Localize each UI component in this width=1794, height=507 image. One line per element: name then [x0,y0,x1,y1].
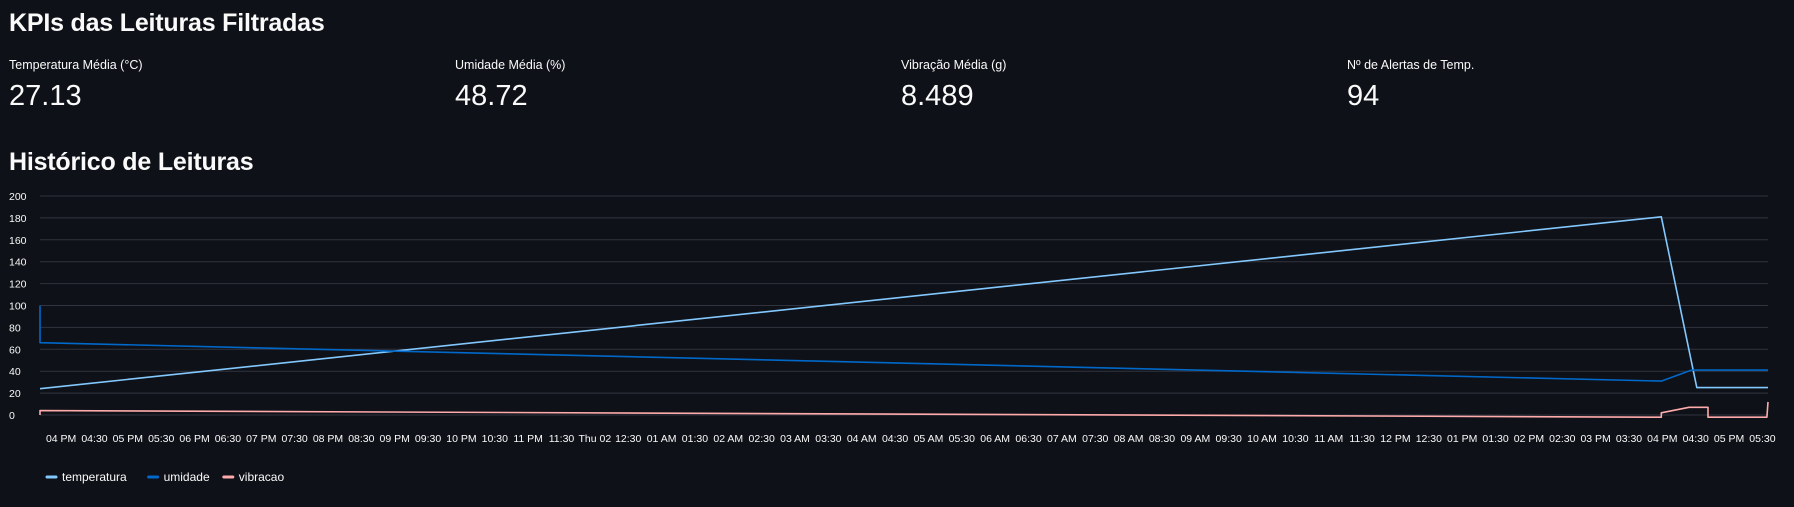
metric-label: Temperatura Média (°C) [9,58,143,72]
metric-label: Vibração Média (g) [901,58,1007,72]
x-tick-label: 08 AM [1114,433,1144,445]
metric-value: 94 [1347,80,1380,112]
x-tick-label: 04:30 [1683,433,1709,445]
y-tick-label: 180 [9,213,27,225]
x-tick-label: 10:30 [1282,433,1308,445]
metric-value: 8.489 [901,80,974,112]
x-tick-label: 09:30 [1216,433,1242,445]
metric-label: Nº de Alertas de Temp. [1347,58,1475,72]
y-tick-label: 120 [9,279,27,291]
x-tick-label: 06:30 [215,433,241,445]
x-tick-label: 04:30 [81,433,107,445]
x-tick-label: 12:30 [1416,433,1442,445]
metric-value: 27.13 [9,80,82,112]
x-tick-label: 05:30 [148,433,174,445]
y-tick-label: 80 [9,322,21,334]
metric-temperatura: Temperatura Média (°C) 27.13 [9,58,429,113]
x-tick-label: 09 PM [380,433,410,445]
x-tick-label: 10:30 [482,433,508,445]
x-tick-label: Thu 02 [579,433,612,445]
x-tick-label: 11 PM [513,433,543,445]
metric-umidade: Umidade Média (%) 48.72 [455,58,875,113]
x-tick-label: 07 AM [1047,433,1077,445]
x-tick-label: 06 AM [980,433,1010,445]
y-tick-label: 60 [9,344,21,356]
x-tick-label: 04:30 [882,433,908,445]
x-tick-label: 05 PM [113,433,143,445]
chart-svg[interactable]: 0 20 40 60 80 100 120 140 160 180 200 04 PM 04:30 05 … [0,185,1794,495]
x-tick-label: 07 PM [246,433,276,445]
x-tick-label: 03:30 [815,433,841,445]
x-tick-label: 02:30 [1549,433,1575,445]
y-tick-label: 20 [9,388,21,400]
metric-label: Umidade Média (%) [455,58,566,72]
x-tick-label: 04 PM [46,433,76,445]
x-tick-label: 09:30 [415,433,441,445]
x-tick-label: 05 PM [1714,433,1744,445]
y-tick-label: 200 [9,191,27,203]
x-tick-label: 11 AM [1314,433,1343,445]
x-tick-label: 03 AM [780,433,810,445]
x-tick-label: 08 PM [313,433,343,445]
x-tick-label: 08:30 [348,433,374,445]
x-tick-label: 05:30 [949,433,975,445]
x-tick-label: 04 PM [1647,433,1677,445]
x-tick-label: 02 AM [713,433,743,445]
x-tick-label: 02 PM [1514,433,1544,445]
x-tick-label: 01:30 [682,433,708,445]
series-line-umidade[interactable] [39,305,1768,382]
x-tick-label: 08:30 [1149,433,1175,445]
x-tick-label: 07:30 [282,433,308,445]
x-tick-label: 03:30 [1616,433,1642,445]
x-tick-label: 04 AM [847,433,877,445]
x-tick-label: 12 PM [1380,433,1410,445]
y-tick-label: 0 [9,410,15,422]
x-tick-label: 12:30 [615,433,641,445]
history-section-title: Histórico de Leituras [9,148,254,176]
legend-item-temperatura[interactable]: temperatura [62,470,127,484]
y-tick-label: 100 [9,301,27,313]
x-tick-label: 01 PM [1447,433,1477,445]
metric-value: 48.72 [455,80,528,112]
x-tick-label: 03 PM [1580,433,1610,445]
x-tick-label: 05:30 [1749,433,1775,445]
x-tick-label: 02:30 [749,433,775,445]
y-tick-label: 140 [9,257,27,269]
series-line-temperatura[interactable] [39,216,1768,390]
x-tick-label: 09 AM [1180,433,1210,445]
metric-vibracao: Vibração Média (g) 8.489 [901,58,1321,113]
x-tick-label: 10 PM [446,433,476,445]
x-tick-label: 06 PM [179,433,209,445]
series-line-vibracao[interactable] [39,401,1769,418]
x-tick-label: 07:30 [1082,433,1108,445]
y-tick-label: 40 [9,366,21,378]
legend-item-umidade[interactable]: umidade [164,470,210,484]
x-tick-label: 10 AM [1247,433,1277,445]
x-tick-label: 01 AM [647,433,677,445]
x-tick-label: 01:30 [1482,433,1508,445]
x-tick-label: 11:30 [1349,433,1375,445]
x-tick-label: 11:30 [549,433,575,445]
x-tick-label: 06:30 [1015,433,1041,445]
kpi-section-title: KPIs das Leituras Filtradas [9,9,325,37]
history-line-chart[interactable]: 0 20 40 60 80 100 120 140 160 180 200 04 PM 04:30 05 … [0,185,1794,495]
metric-alertas: Nº de Alertas de Temp. 94 [1347,58,1767,113]
legend-item-vibracao[interactable]: vibracao [239,470,285,484]
x-tick-label: 05 AM [914,433,944,445]
y-tick-label: 160 [9,235,27,247]
